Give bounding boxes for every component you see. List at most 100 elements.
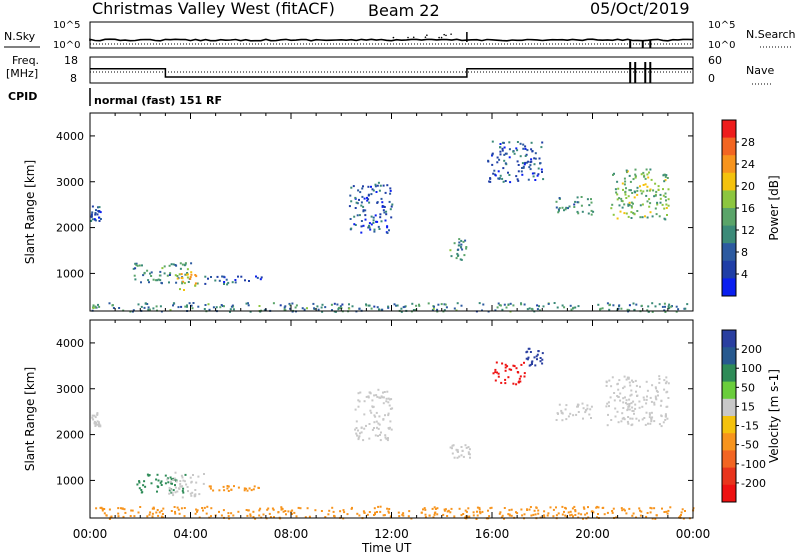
- power-scatter-cell: [348, 307, 351, 310]
- power-colorbar-swatch: [722, 190, 736, 209]
- velocity-scatter-cell: [682, 517, 685, 520]
- power-scatter-cell: [186, 305, 188, 308]
- velocity-scatter-cell: [382, 514, 385, 517]
- velocity-scatter-cell: [96, 423, 99, 426]
- velocity-scatter-cell: [577, 512, 580, 515]
- velocity-scatter-cell: [164, 474, 167, 477]
- power-scatter-cell: [664, 175, 667, 178]
- velocity-scatter-cell: [444, 508, 447, 511]
- velocity-scatter-cell: [170, 491, 173, 494]
- velocity-scatter-cell: [384, 436, 387, 439]
- power-scatter-cell: [135, 262, 138, 265]
- power-scatter-cell: [359, 191, 362, 194]
- velocity-scatter-cell: [516, 371, 519, 373]
- velocity-scatter-cell: [654, 386, 657, 389]
- velocity-scatter-cell: [266, 508, 269, 511]
- velocity-scatter-cell: [368, 437, 371, 440]
- power-scatter-cell: [204, 282, 207, 285]
- velocity-scatter-cell: [139, 506, 142, 508]
- power-scatter-cell: [229, 310, 231, 313]
- velocity-scatter-cell: [182, 491, 185, 494]
- velocity-scatter-cell: [523, 513, 526, 516]
- velocity-scatter-cell: [386, 439, 389, 442]
- power-scatter-cell: [659, 197, 662, 200]
- velocity-scatter-cell: [634, 379, 637, 382]
- velocity-scatter-cell: [151, 515, 154, 518]
- power-scatter-cell: [646, 185, 649, 188]
- power-scatter-cell: [354, 207, 357, 209]
- velocity-colorbar-swatch: [722, 450, 736, 469]
- power-scatter-cell: [372, 221, 375, 224]
- power-scatter-cell: [667, 188, 670, 191]
- velocity-scatter-cell: [535, 355, 538, 358]
- power-scatter-cell: [524, 147, 527, 150]
- velocity-scatter-cell: [613, 392, 616, 394]
- power-scatter-cell: [649, 188, 652, 191]
- power-colorbar-swatch: [722, 243, 736, 262]
- power-scatter-cell: [393, 303, 396, 306]
- velocity-scatter-cell: [654, 517, 657, 520]
- power-scatter-cell: [283, 308, 286, 311]
- power-scatter-cell: [667, 198, 670, 201]
- velocity-scatter-cell: [614, 407, 617, 410]
- velocity-scatter-cell: [653, 403, 656, 406]
- power-scatter-cell: [185, 273, 188, 276]
- velocity-scatter-cell: [451, 452, 454, 455]
- power-scatter-cell: [163, 272, 166, 275]
- velocity-scatter-cell: [362, 510, 365, 513]
- velocity-scatter-cell: [492, 372, 495, 375]
- power-scatter-cell: [508, 148, 511, 151]
- power-scatter-cell: [90, 215, 93, 217]
- velocity-scatter-cell: [137, 511, 140, 514]
- velocity-scatter-cell: [373, 414, 376, 417]
- power-scatter-cell: [523, 303, 526, 306]
- power-scatter-cell: [279, 304, 282, 307]
- velocity-scatter-cell: [526, 350, 529, 353]
- power-scatter-cell: [336, 303, 339, 306]
- velocity-scatter-cell: [539, 360, 542, 363]
- power-scatter-cell: [628, 309, 631, 312]
- power-scatter-cell: [533, 157, 536, 160]
- velocity-scatter-cell: [646, 395, 648, 398]
- velocity-scatter-cell: [555, 506, 557, 509]
- velocity-scatter-cell: [355, 427, 358, 429]
- velocity-scatter-cell: [160, 515, 163, 518]
- velocity-scatter-cell: [197, 475, 200, 478]
- power-scatter-cell: [541, 171, 543, 173]
- power-scatter-cell: [624, 180, 627, 183]
- velocity-scatter-cell: [155, 511, 158, 514]
- velocity-scatter-cell: [617, 388, 620, 391]
- velocity-scatter-cell: [166, 478, 169, 481]
- power-scatter-cell: [380, 220, 383, 223]
- power-scatter-cell: [140, 305, 143, 308]
- velocity-scatter-cell: [468, 515, 471, 518]
- velocity-scatter-cell: [327, 513, 330, 516]
- velocity-scatter-cell: [618, 379, 621, 382]
- power-scatter-cell: [658, 303, 661, 306]
- velocity-scatter-cell: [494, 371, 497, 374]
- power-scatter-cell: [94, 212, 97, 214]
- power-scatter-cell: [283, 306, 286, 309]
- power-scatter-cell: [177, 306, 180, 309]
- power-scatter-cell: [156, 279, 159, 282]
- velocity-scatter-cell: [611, 510, 614, 512]
- power-scatter-cell: [634, 168, 637, 171]
- power-scatter-cell: [519, 155, 522, 158]
- velocity-scatter-cell: [284, 510, 287, 512]
- velocity-scatter-cell: [636, 394, 639, 397]
- power-scatter-cell: [374, 214, 377, 217]
- velocity-scatter-cell: [306, 507, 309, 510]
- velocity-scatter-cell: [644, 423, 647, 426]
- power-scatter-cell: [218, 279, 221, 282]
- power-scatter-cell: [663, 309, 666, 312]
- power-scatter-cell: [628, 304, 631, 307]
- velocity-scatter-cell: [631, 417, 634, 420]
- velocity-scatter-cell: [246, 489, 249, 492]
- velocity-scatter-cell: [584, 513, 587, 516]
- power-scatter-cell: [665, 174, 668, 177]
- power-scatter-cell: [294, 306, 297, 309]
- velocity-scatter-cell: [358, 400, 361, 403]
- power-scatter-cell: [255, 275, 257, 278]
- velocity-scatter-cell: [597, 513, 599, 515]
- velocity-scatter-cell: [638, 419, 640, 422]
